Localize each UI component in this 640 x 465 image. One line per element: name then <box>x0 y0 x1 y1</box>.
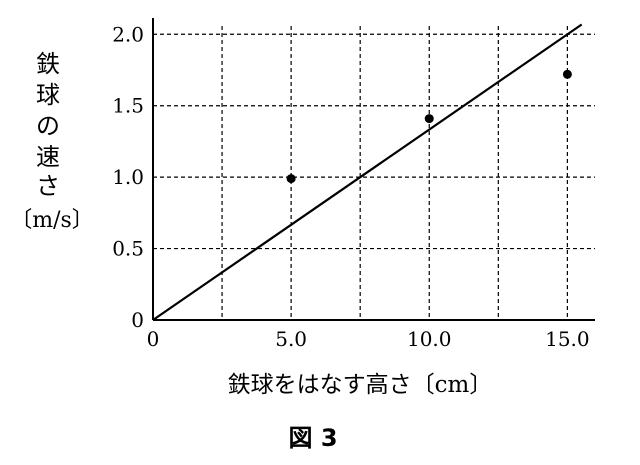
trend-line-group <box>152 23 583 321</box>
data-point-2 <box>424 114 434 124</box>
y-axis-label-char-5: さ <box>36 172 60 200</box>
y-axis-label-char-1: 鉄 <box>36 50 60 78</box>
y-tick-label-1: 0 <box>131 308 144 332</box>
grid-lines <box>153 26 595 320</box>
y-tick-label-5: 2.0 <box>112 22 144 46</box>
trend-line <box>152 23 583 321</box>
x-axis-label: 鉄球をはなす高さ〔cm〕 <box>228 372 493 398</box>
y-axis-label: 鉄 球 の 速 さ 〔m/s〕 <box>10 50 94 233</box>
y-axis-unit: 〔m/s〕 <box>10 208 94 233</box>
y-tick-label-4: 1.5 <box>112 94 144 118</box>
y-tick-label-2: 0.5 <box>112 237 144 261</box>
x-tick-label-3: 10.0 <box>407 327 452 351</box>
figure-caption: 図 3 <box>288 424 337 452</box>
data-point-3 <box>562 69 572 79</box>
data-points <box>286 69 572 184</box>
x-tick-label-4: 15.0 <box>545 327 590 351</box>
tick-labels: 0 5.0 10.0 15.0 0 0.5 1.0 1.5 2.0 <box>112 22 589 351</box>
y-tick-label-3: 1.0 <box>112 165 144 189</box>
y-axis-label-char-3: の <box>36 112 60 140</box>
y-axis-label-char-4: 速 <box>36 143 60 171</box>
x-tick-label-2: 5.0 <box>275 327 307 351</box>
data-point-1 <box>286 174 296 184</box>
y-axis-label-char-2: 球 <box>36 81 60 109</box>
axes <box>152 18 595 321</box>
x-tick-label-1: 0 <box>147 327 160 351</box>
